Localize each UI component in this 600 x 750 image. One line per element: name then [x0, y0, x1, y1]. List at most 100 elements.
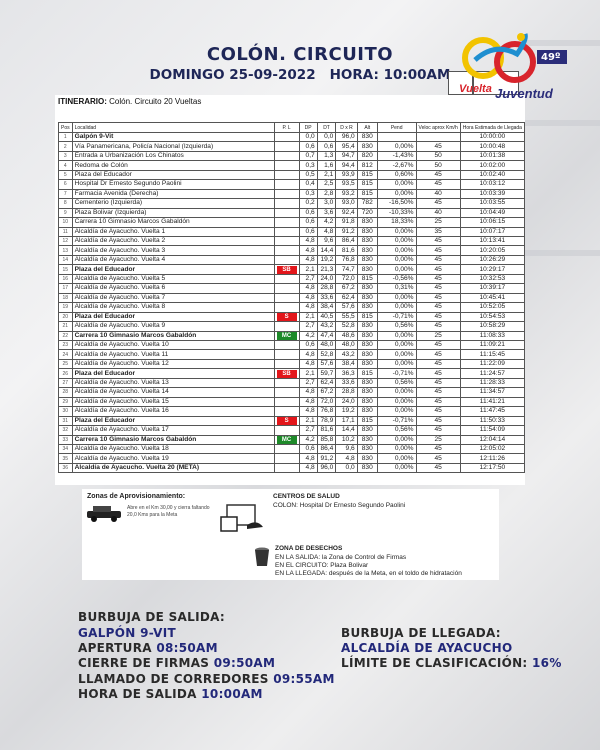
speed-cell: 45 — [415, 368, 461, 379]
pl-badge-cell-cell — [273, 302, 300, 313]
table-row: 16 Alcaldía de Ayacucho. Vuelta 5 2,7 24,0 7… — [58, 273, 526, 285]
column-header: Localidad — [71, 122, 275, 133]
location-cell: Alcaldía de Ayacucho. Vuelta 12 — [71, 358, 275, 370]
position-cell: 1 — [58, 131, 73, 143]
column-header: Alt — [356, 122, 378, 133]
dxr-cell: 91,8 — [335, 217, 358, 228]
location-cell: Cementerio (Izquierda) — [71, 198, 275, 209]
location-cell: Alcaldía de Ayacucho. Vuelta 4 — [71, 254, 275, 266]
dt-cell: 1,3 — [316, 150, 337, 162]
table-row: 19 Alcaldía de Ayacucho. Vuelta 8 4,8 38,4 5… — [58, 302, 526, 313]
itinerary-table: Pos Localidad P. L DP DT D x R Alt Pend Veloc ap… — [58, 122, 526, 474]
logo-head — [517, 33, 525, 41]
slope-cell: -0,71% — [376, 311, 417, 323]
position-cell: 33 — [58, 434, 73, 445]
dxr-cell: 93,5 — [335, 179, 358, 190]
finish-bubble-label: BURBUJA DE LLEGADA: — [341, 626, 501, 640]
slope-cell: 0,31% — [376, 283, 417, 294]
logo-wheel-red — [494, 41, 536, 83]
decor-stripe — [520, 120, 600, 126]
dp-cell: 4,8 — [298, 349, 318, 360]
column-header: P. L — [273, 122, 300, 133]
waste-lines: EN LA SALIDA: la Zona de Control de Firm… — [275, 554, 462, 578]
slope-cell: 0,00% — [376, 254, 417, 266]
altitude-cell: 830 — [356, 235, 378, 247]
position-cell: 2 — [58, 141, 73, 152]
table-row: 13 Alcaldía de Ayacucho. Vuelta 3 4,8 14,4 8… — [58, 245, 526, 256]
position-cell: 28 — [58, 387, 73, 398]
pl-badge-cell-cell — [273, 141, 300, 152]
dxr-cell: 52,8 — [335, 321, 358, 332]
dp-cell: 2,7 — [298, 425, 318, 436]
dt-cell: 24,0 — [316, 273, 337, 285]
dt-cell: 14,4 — [316, 245, 337, 256]
dt-cell: 21,3 — [316, 264, 337, 275]
table-row: 35 Alcaldía de Ayacucho. Vuelta 19 4,8 91,2… — [58, 453, 526, 464]
position-cell: 7 — [58, 188, 73, 200]
speed-cell: 45 — [415, 198, 461, 209]
eta-cell: 10:04:49 — [459, 207, 526, 219]
altitude-cell: 830 — [356, 387, 378, 398]
location-cell: Plaza del Educador — [71, 368, 275, 379]
pl-badge-cell-cell — [273, 358, 300, 370]
slope-cell: 0,00% — [376, 330, 417, 341]
dt-cell: 3,0 — [316, 198, 337, 209]
eta-cell: 11:50:33 — [459, 415, 526, 427]
eta-cell: 10:20:05 — [459, 245, 526, 256]
table-row: 4 Redoma de Colón 0,3 1,6 94,4 812 -2,67% 50 10:… — [58, 160, 526, 171]
slope-cell: 0,00% — [376, 349, 417, 360]
altitude-cell: 815 — [356, 169, 378, 181]
altitude-cell: 830 — [356, 330, 378, 341]
column-header: D x R — [335, 122, 358, 133]
eta-cell: 12:11:26 — [459, 453, 526, 464]
location-cell: Alcaldía de Ayacucho. Vuelta 8 — [71, 302, 275, 313]
dp-cell: 0,4 — [298, 179, 318, 190]
altitude-cell: 820 — [356, 150, 378, 162]
eta-cell: 12:04:14 — [459, 434, 526, 445]
speed-cell: 40 — [415, 188, 461, 200]
altitude-cell: 782 — [356, 198, 378, 209]
dt-cell: 40,5 — [316, 311, 337, 323]
dxr-cell: 86,4 — [335, 235, 358, 247]
opening-line: APERTURA 08:50AM — [78, 641, 218, 655]
dxr-cell: 0,0 — [335, 462, 358, 474]
dp-cell: 0,7 — [298, 150, 318, 162]
position-cell: 26 — [58, 368, 73, 379]
speed-cell: 45 — [415, 169, 461, 181]
table-row: 5 Plaza del Educador 0,5 2,1 93,9 815 0,60% 45 1… — [58, 169, 526, 181]
dt-cell: 4,8 — [316, 226, 337, 238]
eta-cell: 10:32:53 — [459, 273, 526, 285]
column-header: Pend — [376, 122, 417, 133]
speed-cell: 45 — [415, 387, 461, 398]
speed-cell: 45 — [415, 443, 461, 455]
speed-cell — [415, 131, 461, 143]
location-cell: Alcaldía de Ayacucho. Vuelta 3 — [71, 245, 275, 256]
altitude-cell: 830 — [356, 358, 378, 370]
slope-cell: 0,00% — [376, 245, 417, 256]
slope-cell: 0,00% — [376, 434, 417, 445]
signing-time: 09:50AM — [213, 656, 276, 670]
race-date: DOMINGO 25-09-2022 — [149, 67, 316, 83]
position-cell: 30 — [58, 406, 73, 417]
slope-cell: 18,33% — [376, 217, 417, 228]
dxr-cell: 9,6 — [335, 443, 358, 455]
table-row: 18 Alcaldía de Ayacucho. Vuelta 7 4,8 33,6 6… — [58, 292, 526, 304]
slope-cell: 0,00% — [376, 396, 417, 408]
eta-cell: 10:07:17 — [459, 226, 526, 238]
location-cell: Plaza del Educador — [71, 264, 275, 275]
altitude-cell: 830 — [356, 131, 378, 143]
slope-cell: 0,56% — [376, 377, 417, 389]
position-cell: 17 — [58, 283, 73, 294]
speed-cell: 45 — [415, 377, 461, 389]
depart-time: 10:00AM — [201, 687, 263, 701]
pl-badge-cell-cell — [273, 425, 300, 436]
dt-cell: 81,6 — [316, 425, 337, 436]
location-cell: Alcaldía de Ayacucho. Vuelta 10 — [71, 339, 275, 351]
altitude-cell: 830 — [356, 462, 378, 474]
start-bubble-place: GALPÓN 9-VIT — [78, 626, 176, 640]
depart-label: HORA DE SALIDA — [78, 687, 197, 701]
location-cell: Alcaldía de Ayacucho. Vuelta 7 — [71, 292, 275, 304]
call-time: 09:55AM — [273, 672, 335, 686]
table-row: 30 Alcaldía de Ayacucho. Vuelta 16 4,8 76,8… — [58, 406, 526, 417]
depart-line: HORA DE SALIDA 10:00AM — [78, 687, 263, 701]
